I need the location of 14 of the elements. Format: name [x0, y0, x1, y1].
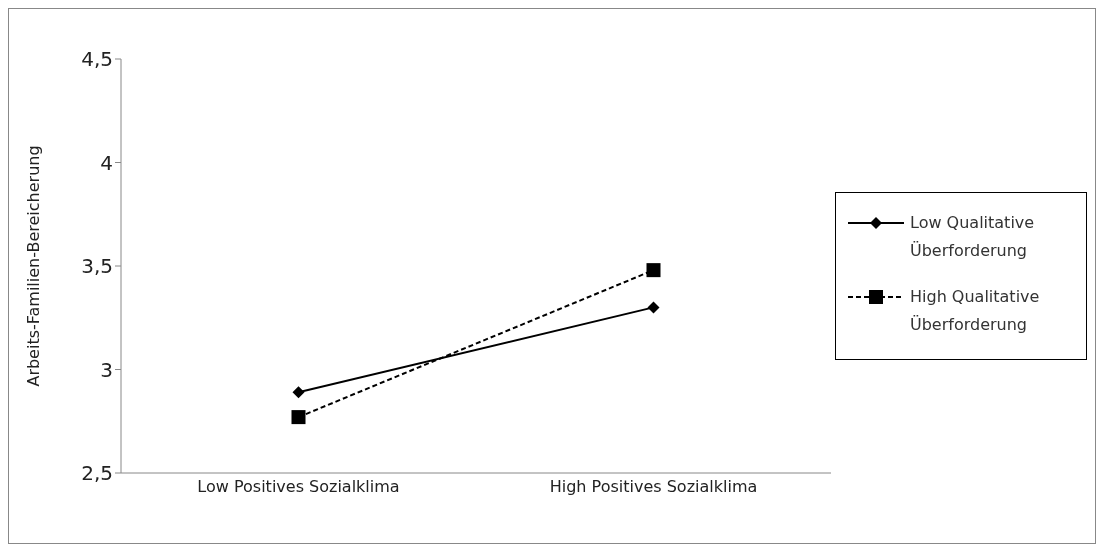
- y-tick-label: 4: [100, 150, 113, 175]
- legend-label: Low Qualitative Überforderung: [910, 212, 1036, 262]
- y-tick-label: 2,5: [81, 461, 113, 486]
- legend-label: High Qualitative Überforderung: [910, 286, 1041, 336]
- y-tick-label: 3,5: [81, 254, 113, 279]
- x-tick-label: High Positives Sozialklima: [549, 477, 758, 497]
- point: [291, 410, 306, 425]
- y-axis-title: Arbeits-Familien-Bereicherung: [23, 145, 43, 387]
- y-tick-label: 4,5: [81, 47, 113, 72]
- point: [292, 386, 305, 399]
- point: [646, 263, 661, 278]
- point: [647, 301, 660, 314]
- x-tick-label: Low Positives Sozialklima: [197, 477, 400, 497]
- y-tick-label: 3: [100, 357, 113, 382]
